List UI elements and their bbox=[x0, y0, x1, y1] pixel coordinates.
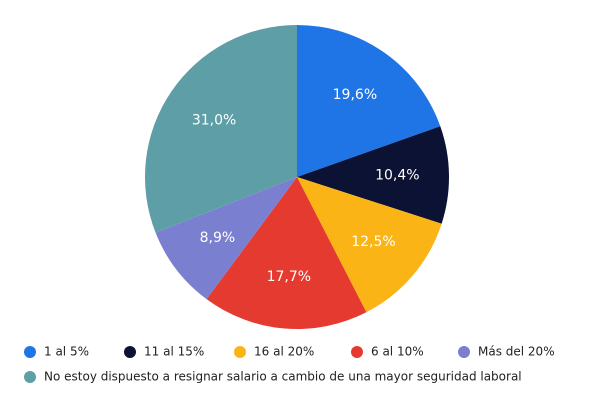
pie-slice bbox=[206, 177, 367, 329]
pie-slice bbox=[144, 25, 297, 233]
legend-swatch bbox=[24, 371, 36, 383]
legend-label: 16 al 20% bbox=[254, 345, 314, 359]
legend-label: No estoy dispuesto a resignar salario a … bbox=[44, 370, 522, 384]
legend-swatch bbox=[234, 346, 246, 358]
legend-label: 1 al 5% bbox=[44, 345, 89, 359]
legend-label: 11 al 15% bbox=[144, 345, 204, 359]
slice-label: 12,5% bbox=[351, 234, 395, 250]
pie-slice bbox=[297, 126, 449, 224]
pie-slice bbox=[297, 25, 441, 177]
slice-label: 17,7% bbox=[267, 269, 311, 285]
slice-label: 10,4% bbox=[375, 168, 419, 184]
slice-label: 8,9% bbox=[200, 230, 236, 246]
pie-slice bbox=[155, 177, 297, 300]
legend-label: Más del 20% bbox=[478, 345, 555, 359]
legend-swatch bbox=[351, 346, 363, 358]
pie-slice bbox=[297, 177, 442, 313]
legend-swatch bbox=[458, 346, 470, 358]
slice-label: 31,0% bbox=[192, 113, 236, 129]
legend-swatch bbox=[24, 346, 36, 358]
slice-label: 19,6% bbox=[333, 87, 377, 103]
legend-label: 6 al 10% bbox=[371, 345, 424, 359]
legend-swatch bbox=[124, 346, 136, 358]
